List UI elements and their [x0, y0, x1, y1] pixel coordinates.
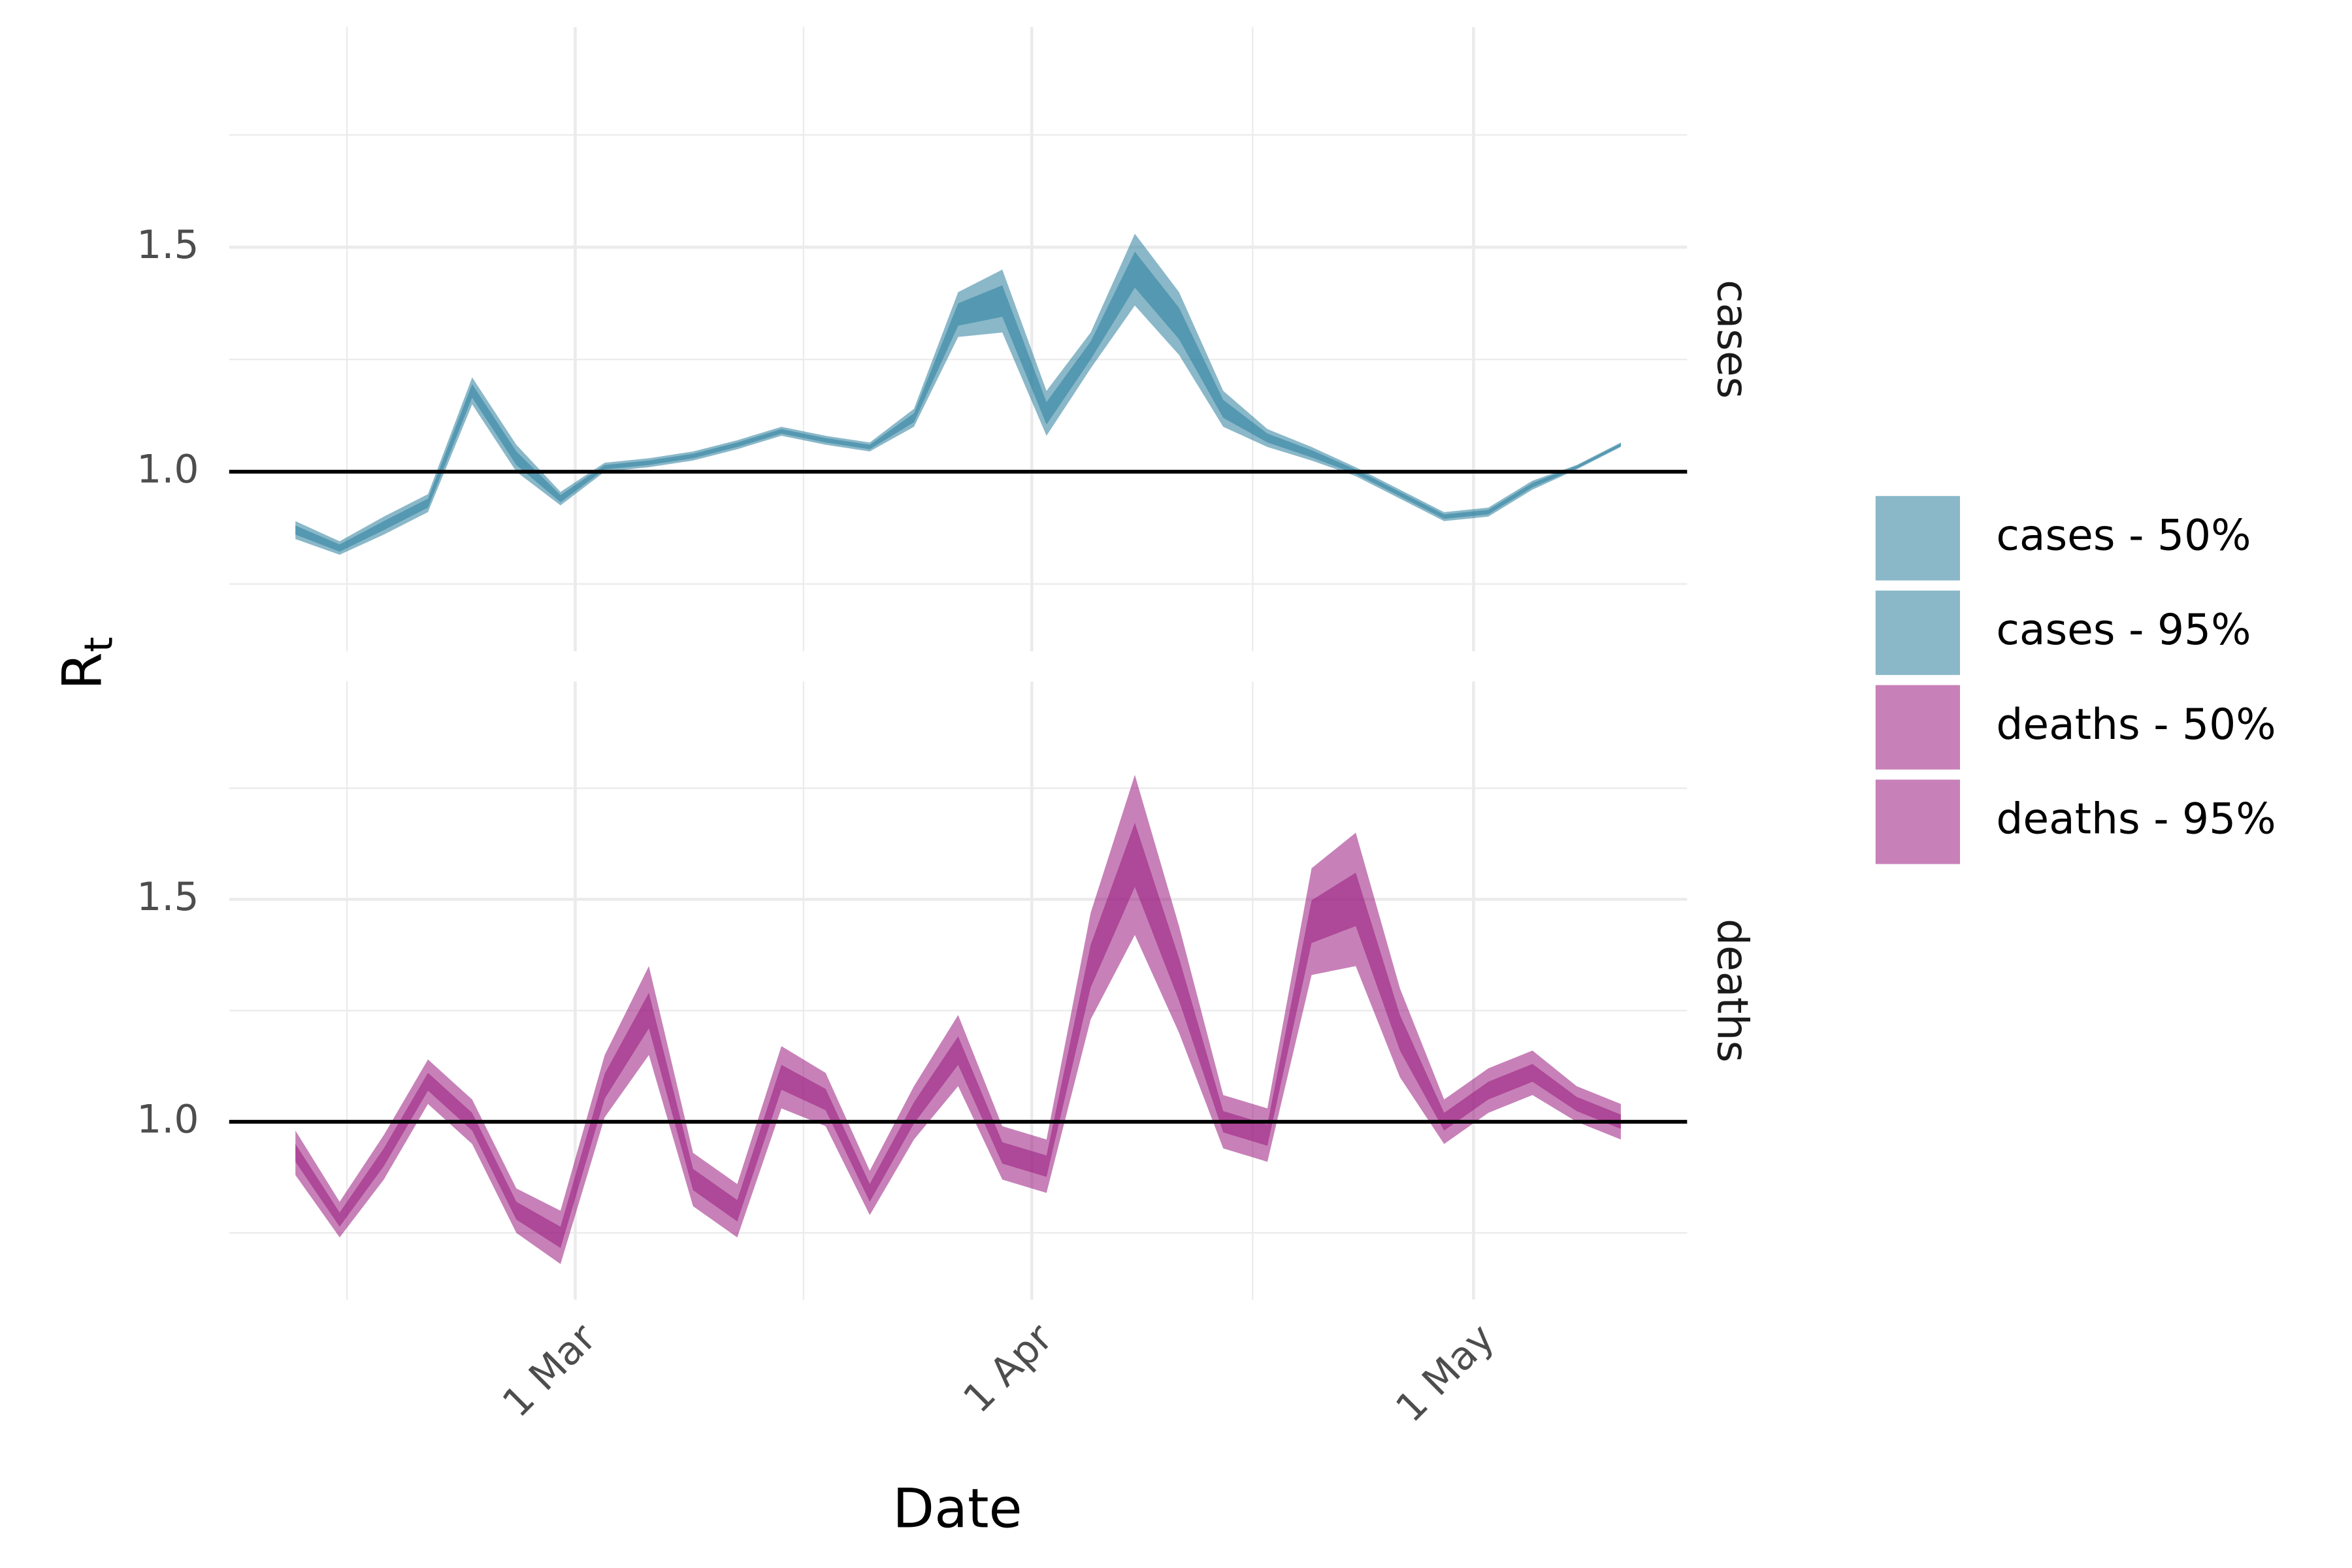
- x-tick-label: 1 Apr: [955, 1315, 1062, 1422]
- y-tick-label: 1.5: [137, 874, 199, 920]
- ribbon: [295, 252, 1621, 552]
- facet-label: deaths: [1707, 919, 1756, 1062]
- x-tick-label: 1 May: [1387, 1315, 1503, 1431]
- legend-label: cases - 95%: [1996, 606, 2251, 655]
- y-tick-label: 1.0: [137, 447, 199, 493]
- legend-label: deaths - 50%: [1996, 700, 2276, 749]
- facet-label: cases: [1707, 280, 1756, 399]
- legend-swatch: [1875, 685, 1960, 770]
- legend-label: deaths - 95%: [1996, 795, 2276, 844]
- y-axis-title: Rt: [50, 637, 122, 690]
- legend-swatch: [1875, 779, 1960, 864]
- legend-swatch: [1875, 496, 1960, 581]
- y-tick-label: 1.0: [137, 1097, 199, 1143]
- x-tick-label: 1 Mar: [494, 1315, 605, 1426]
- legend-swatch: [1875, 590, 1960, 676]
- y-axis-title-main: R: [50, 652, 114, 690]
- y-tick-label: 1.5: [137, 222, 199, 268]
- y-axis-title-subscript: t: [76, 637, 122, 653]
- legend-label: cases - 50%: [1996, 511, 2251, 560]
- ribbon: [295, 233, 1621, 555]
- ribbon: [295, 775, 1621, 1264]
- x-axis-title: Date: [892, 1477, 1022, 1541]
